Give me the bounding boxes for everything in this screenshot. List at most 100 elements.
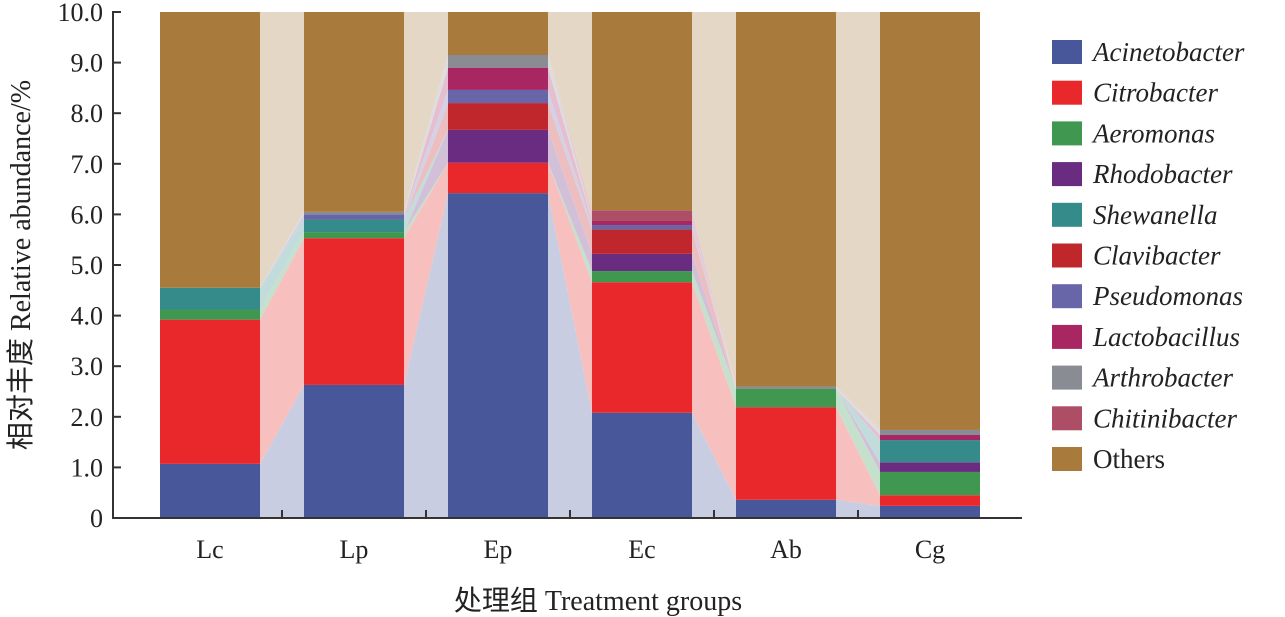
legend-label: Shewanella [1093,200,1217,230]
bar-segment-cg-others [880,12,980,430]
y-tick-label: 7.0 [71,150,104,179]
bar-segment-ep-others [448,12,548,56]
bar-segment-cg-aeromonas [880,471,980,496]
bar-segment-ec-others [592,12,692,211]
legend-label: Pseudomonas [1092,281,1243,311]
legend-item: Others [1052,444,1165,474]
y-axis-label: 相对丰度 Relative abundance/% [5,80,37,450]
band-rhodobacter [548,129,592,272]
legend-item: Citrobacter [1052,78,1218,108]
bar-segment-cg-acinetobacter [880,505,980,518]
band-acinetobacter [548,193,592,518]
legend-label: Chitinibacter [1093,403,1237,433]
x-tick-label: Cg [915,535,945,564]
connecting-bands [260,12,880,518]
legend-swatch [1052,80,1082,105]
legend-item: Chitinibacter [1052,403,1237,433]
band-chitinibacter [548,55,592,221]
bar-segment-ep-clavibacter [448,103,548,130]
band-clavibacter [692,229,736,389]
bar-segment-ab-arthrobacter [736,386,836,389]
band-pseudomonas [548,89,592,230]
bar-segment-lp-arthrobacter [304,211,404,215]
x-tick-label: Ab [770,535,802,564]
legend-swatch [1052,202,1082,227]
bar-segment-cg-shewanella [880,440,980,463]
band-others [404,12,448,212]
band-citrobacter [692,282,736,500]
bar-segment-cg-rhodobacter [880,462,980,472]
legend-item: Lactobacillus [1052,322,1240,352]
bar-segment-lc-aeromonas [160,309,260,320]
bar-segment-ec-aeromonas [592,271,692,283]
band-rhodobacter [836,388,880,472]
bars [160,12,980,518]
legend-swatch [1052,324,1082,349]
bar-segment-lp-pseudomonas [304,214,404,220]
legend-label: Clavibacter [1093,241,1221,271]
bar-segment-ec-acinetobacter [592,412,692,518]
band-citrobacter [548,162,592,413]
legend-swatch [1052,40,1082,64]
legend-swatch [1052,121,1082,146]
bar-segment-ep-citrobacter [448,162,548,194]
band-arthrobacter [836,386,880,436]
y-tick-label: 10.0 [58,0,104,27]
legend-item: Pseudomonas [1052,281,1243,311]
y-tick-label: 6.0 [71,200,104,229]
legend-item: Rhodobacter [1052,159,1233,189]
y-tick-label: 1.0 [71,453,104,482]
legend-swatch [1052,284,1082,309]
bar-segment-lp-shewanella [304,219,404,233]
band-shewanella [260,219,304,310]
legend-swatch [1052,243,1082,268]
band-acinetobacter [260,384,304,518]
bar-segment-ep-rhodobacter [448,129,548,163]
legend-item: Arthrobacter [1052,363,1233,393]
legend: Acinetobacter Citrobacter Aeromonas Rhodoba… [1052,37,1245,474]
bar-segment-ab-aeromonas [736,388,836,408]
band-aeromonas [836,388,880,496]
band-arthrobacter [692,220,736,389]
bar-segment-ep-pseudomonas [448,89,548,104]
band-pseudomonas [692,225,736,389]
legend-item: Shewanella [1052,200,1217,230]
band-lactobacillus [836,388,880,441]
band-rhodobacter [692,253,736,389]
band-lactobacillus [548,67,592,226]
legend-swatch [1052,162,1082,187]
band-acinetobacter [404,193,448,518]
legend-item: Acinetobacter [1052,37,1245,67]
band-rhodobacter [260,232,304,310]
bar-segment-cg-lactobacillus [880,435,980,441]
band-pseudomonas [404,89,448,220]
axes: 0 1.0 2.0 3.0 4.0 5.0 6.0 7.0 8.0 9.0 10.0 Lc Lp Ep Ec… [58,0,1022,564]
bar-segment-ep-lactobacillus [448,67,548,90]
bar-segment-ec-citrobacter [592,282,692,413]
band-others [692,12,736,387]
bar-segment-lp-acinetobacter [304,384,404,518]
legend-label: Acinetobacter [1091,37,1245,67]
bar-segment-lp-others [304,12,404,212]
bar-segment-lp-citrobacter [304,238,404,385]
legend-swatch [1052,447,1082,471]
bar-segment-ep-acinetobacter [448,193,548,518]
legend-swatch [1052,406,1082,431]
band-shewanella [404,129,448,233]
x-axis-label: 处理组 Treatment groups [454,585,742,617]
x-tick-label: Ep [484,535,513,564]
bar-segment-lc-citrobacter [160,319,260,464]
x-tick-label: Ec [628,535,655,564]
band-aeromonas [692,271,736,408]
band-shewanella [836,388,880,463]
band-others [260,12,304,288]
bar-segment-ec-pseudomonas [592,225,692,230]
legend-item: Clavibacter [1052,241,1221,271]
band-citrobacter [260,238,304,464]
y-tick-label: 2.0 [71,403,104,432]
band-clavibacter [548,103,592,254]
legend-label: Rhodobacter [1092,159,1233,189]
bar-segment-lc-shewanella [160,287,260,310]
band-others [836,12,880,430]
